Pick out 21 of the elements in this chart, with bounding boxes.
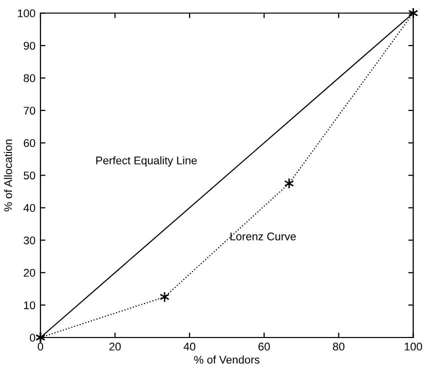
y-tick-label: 40	[24, 204, 36, 212]
y-tick-label: 60	[24, 139, 36, 148]
y-axis-title: % of Allocation	[4, 140, 12, 212]
y-tick-label: 50	[24, 172, 36, 180]
y-tick-label: 10	[24, 301, 36, 310]
y-tick-label: 0	[30, 334, 36, 342]
series-label: Lorenz Curve	[230, 232, 296, 240]
x-tick-label: 0	[38, 342, 44, 351]
y-tick-label: 80	[24, 74, 36, 82]
x-tick-label: 80	[332, 342, 344, 351]
x-tick-label: 40	[184, 342, 196, 351]
x-axis-title: % of Vendors	[194, 355, 260, 364]
x-tick-label: 60	[258, 342, 270, 351]
y-tick-label: 20	[24, 268, 36, 277]
x-tick-label: 20	[109, 342, 121, 351]
y-tick-label: 90	[24, 42, 36, 50]
y-tick-label: 70	[24, 106, 36, 115]
x-tick-label: 100	[404, 342, 422, 351]
y-tick-label: 100	[18, 9, 36, 18]
text: Perfect Equality Line	[96, 156, 197, 167]
y-tick-label: 30	[24, 236, 36, 244]
